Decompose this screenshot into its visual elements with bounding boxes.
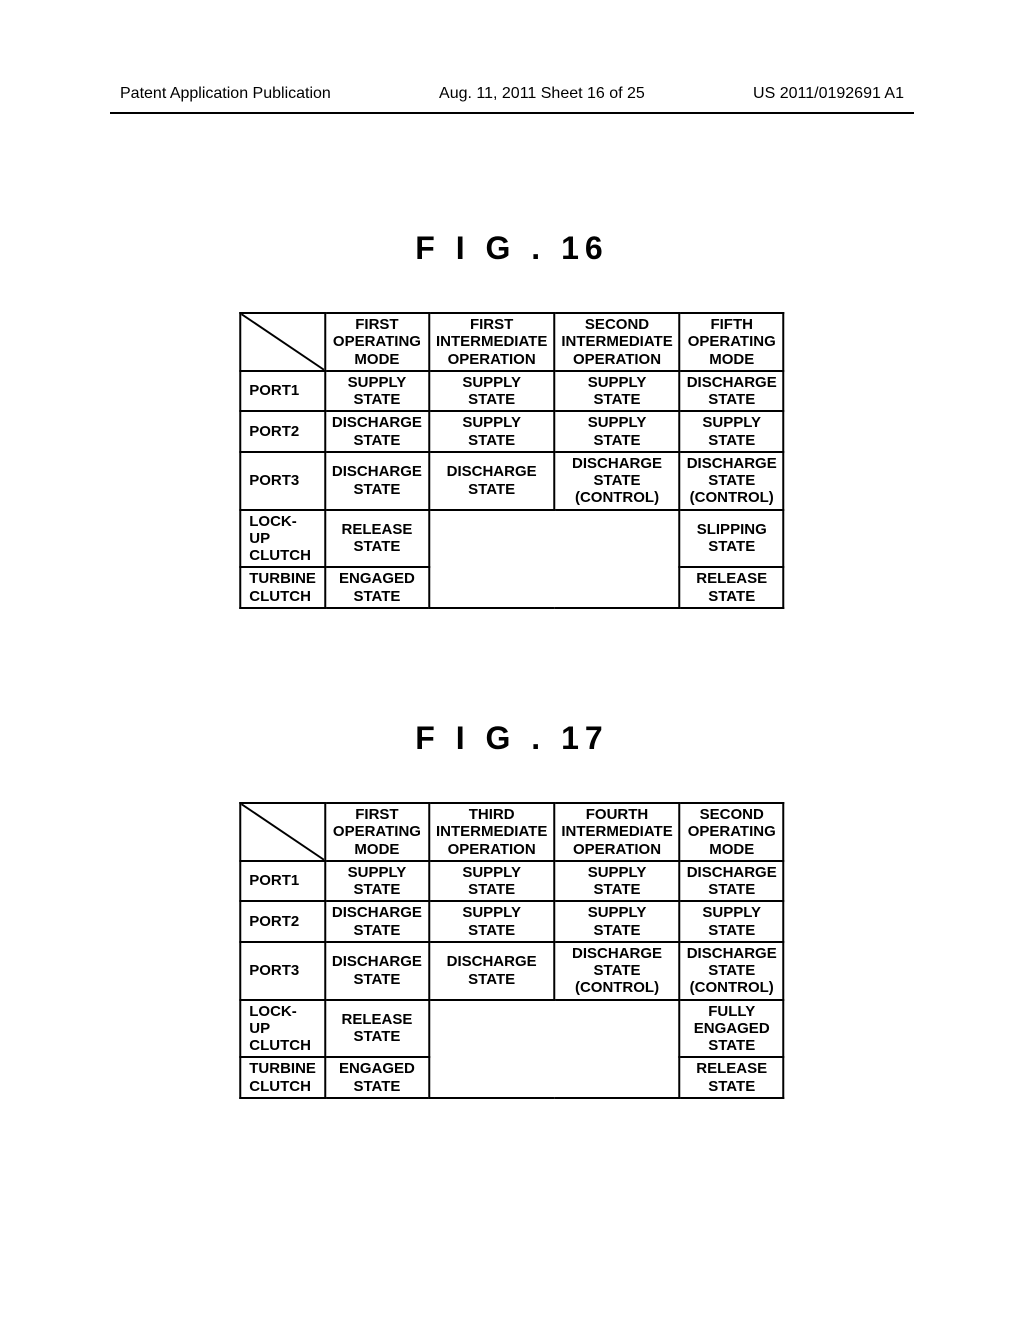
table-cell: ENGAGEDSTATE (325, 1057, 429, 1098)
table-cell: SUPPLYSTATE (554, 861, 679, 902)
header-publication: Patent Application Publication (120, 85, 331, 103)
table-cell: SUPPLYSTATE (680, 901, 784, 942)
figure-17: F I G . 17 FIRSTOPERATINGMODE THIRDINTER… (239, 720, 784, 1099)
table-cell: DISCHARGESTATE (429, 452, 554, 510)
header-docnumber: US 2011/0192691 A1 (753, 85, 904, 103)
table-cell: RELEASESTATE (680, 567, 784, 608)
figure-16-table: FIRSTOPERATINGMODE FIRSTINTERMEDIATEOPER… (239, 312, 784, 609)
empty-merged-cell (429, 510, 680, 608)
table-cell: SLIPPINGSTATE (680, 510, 784, 568)
table-cell: DISCHARGESTATE(CONTROL) (554, 452, 679, 510)
header-date-sheet: Aug. 11, 2011 Sheet 16 of 25 (439, 85, 645, 103)
column-header: FOURTHINTERMEDIATEOPERATION (554, 803, 679, 861)
table-cell: DISCHARGESTATE (680, 861, 784, 902)
table-header-row: FIRSTOPERATINGMODE FIRSTINTERMEDIATEOPER… (240, 313, 783, 371)
table-header-row: FIRSTOPERATINGMODE THIRDINTERMEDIATEOPER… (240, 803, 783, 861)
column-header: FIRSTINTERMEDIATEOPERATION (429, 313, 554, 371)
table-cell: SUPPLYSTATE (554, 901, 679, 942)
table-cell: SUPPLYSTATE (325, 861, 429, 902)
empty-merged-cell (429, 1000, 680, 1098)
table-cell: DISCHARGESTATE(CONTROL) (680, 942, 784, 1000)
table-cell: SUPPLYSTATE (680, 411, 784, 452)
table-row: PORT2 DISCHARGESTATE SUPPLYSTATE SUPPLYS… (240, 901, 783, 942)
table-row: PORT1 SUPPLYSTATE SUPPLYSTATE SUPPLYSTAT… (240, 861, 783, 902)
row-label: PORT1 (240, 371, 325, 412)
table-cell: DISCHARGESTATE (325, 942, 429, 1000)
table-row: PORT2 DISCHARGESTATE SUPPLYSTATE SUPPLYS… (240, 411, 783, 452)
row-label: TURBINECLUTCH (240, 1057, 325, 1098)
diagonal-header-cell (240, 803, 325, 861)
column-header: THIRDINTERMEDIATEOPERATION (429, 803, 554, 861)
table-cell: DISCHARGESTATE (325, 901, 429, 942)
table-cell: DISCHARGESTATE(CONTROL) (554, 942, 679, 1000)
table-cell: DISCHARGESTATE (429, 942, 554, 1000)
table-cell: FULLYENGAGEDSTATE (680, 1000, 784, 1058)
table-cell: SUPPLYSTATE (554, 371, 679, 412)
table-row: LOCK-UPCLUTCH RELEASESTATE SLIPPINGSTATE (240, 510, 783, 568)
table-cell: DISCHARGESTATE (325, 452, 429, 510)
row-label: PORT2 (240, 901, 325, 942)
table-cell: RELEASESTATE (325, 510, 429, 568)
row-label: LOCK-UPCLUTCH (240, 1000, 325, 1058)
column-header: SECONDOPERATINGMODE (680, 803, 784, 861)
table-row: LOCK-UPCLUTCH RELEASESTATE FULLYENGAGEDS… (240, 1000, 783, 1058)
table-cell: DISCHARGESTATE (325, 411, 429, 452)
page-header: Patent Application Publication Aug. 11, … (0, 85, 1024, 103)
table-cell: SUPPLYSTATE (429, 371, 554, 412)
table-row: PORT3 DISCHARGESTATE DISCHARGESTATE DISC… (240, 452, 783, 510)
row-label: PORT1 (240, 861, 325, 902)
row-label: PORT2 (240, 411, 325, 452)
table-cell: ENGAGEDSTATE (325, 567, 429, 608)
table-cell: SUPPLYSTATE (429, 861, 554, 902)
column-header: FIRSTOPERATINGMODE (325, 313, 429, 371)
row-label: PORT3 (240, 942, 325, 1000)
table-cell: DISCHARGESTATE(CONTROL) (680, 452, 784, 510)
figure-16-title: F I G . 16 (239, 230, 784, 267)
table-cell: RELEASESTATE (325, 1000, 429, 1058)
figure-17-table: FIRSTOPERATINGMODE THIRDINTERMEDIATEOPER… (239, 802, 784, 1099)
column-header: FIRSTOPERATINGMODE (325, 803, 429, 861)
table-cell: SUPPLYSTATE (429, 411, 554, 452)
table-row: PORT3 DISCHARGESTATE DISCHARGESTATE DISC… (240, 942, 783, 1000)
table-cell: RELEASESTATE (680, 1057, 784, 1098)
row-label: PORT3 (240, 452, 325, 510)
diagonal-header-cell (240, 313, 325, 371)
column-header: FIFTHOPERATINGMODE (680, 313, 784, 371)
diagonal-line-icon (241, 804, 324, 860)
header-divider (110, 112, 914, 114)
table-cell: SUPPLYSTATE (554, 411, 679, 452)
diagonal-line-icon (241, 314, 324, 370)
table-row: PORT1 SUPPLYSTATE SUPPLYSTATE SUPPLYSTAT… (240, 371, 783, 412)
figure-17-title: F I G . 17 (239, 720, 784, 757)
figure-16: F I G . 16 FIRSTOPERATINGMODE FIRSTINTER… (239, 230, 784, 609)
row-label: LOCK-UPCLUTCH (240, 510, 325, 568)
table-cell: SUPPLYSTATE (429, 901, 554, 942)
column-header: SECONDINTERMEDIATEOPERATION (554, 313, 679, 371)
table-cell: SUPPLYSTATE (325, 371, 429, 412)
table-cell: DISCHARGESTATE (680, 371, 784, 412)
row-label: TURBINECLUTCH (240, 567, 325, 608)
